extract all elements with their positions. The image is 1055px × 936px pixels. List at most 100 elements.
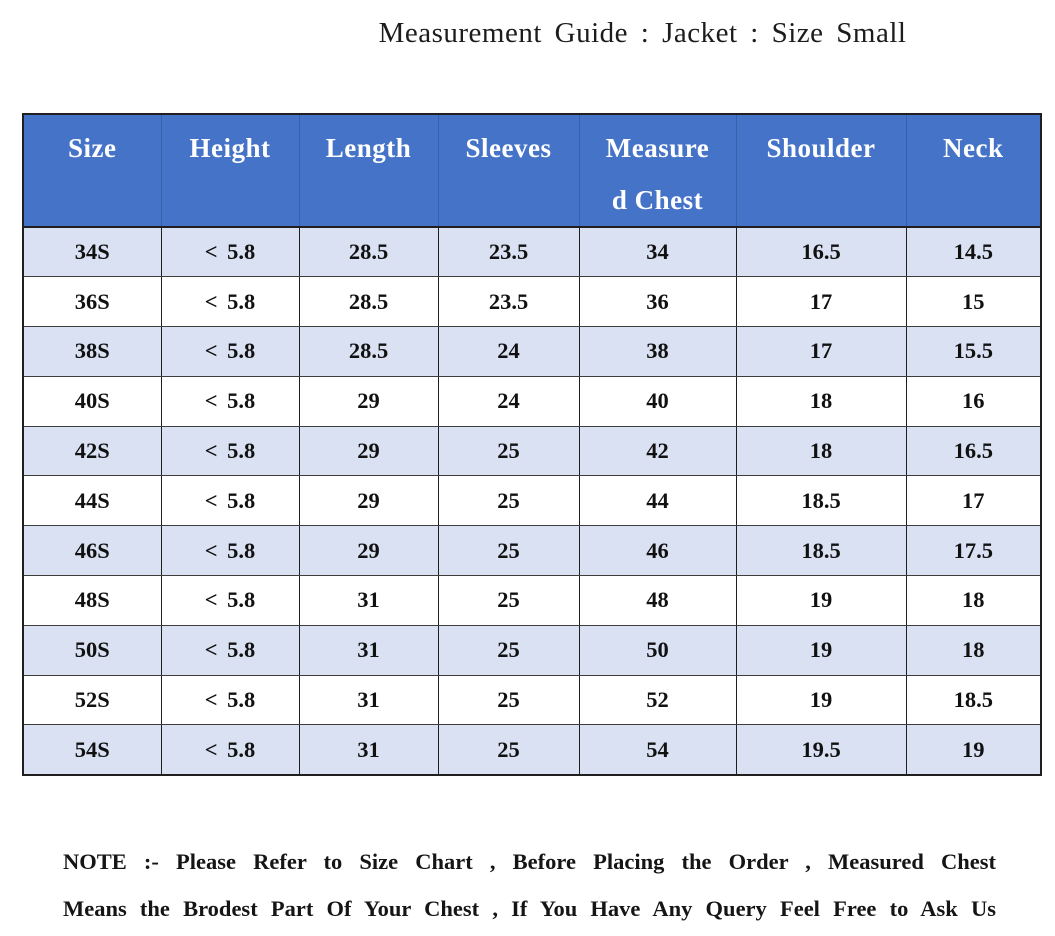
value-cell: 31 [298, 724, 439, 776]
value-cell: < 5.8 [160, 276, 300, 328]
value-cell: 16 [905, 375, 1042, 427]
value-cell: 34 [578, 226, 737, 278]
column-header-line: Sleeves [465, 133, 552, 163]
value-cell: 15 [905, 276, 1042, 328]
value-cell: < 5.8 [160, 425, 300, 477]
column-header-line: Height [189, 133, 271, 163]
size-cell: 34S [22, 226, 162, 278]
column-header-height: Height [160, 114, 300, 228]
value-cell: 29 [298, 425, 439, 477]
size-cell: 36S [22, 276, 162, 328]
value-cell: < 5.8 [160, 575, 300, 626]
value-cell: 18 [735, 375, 907, 427]
value-cell: 17 [735, 276, 907, 328]
value-cell: 48 [578, 575, 737, 626]
value-cell: < 5.8 [160, 226, 300, 278]
value-cell: 15.5 [905, 326, 1042, 377]
column-header-shoulder: Shoulder [735, 114, 907, 228]
value-cell: 25 [437, 724, 580, 776]
table-row: 36S < 5.8 28.5 23.5 36 17 15 [22, 276, 1042, 328]
value-cell: < 5.8 [160, 724, 300, 776]
value-cell: 19 [735, 674, 907, 726]
value-cell: 31 [298, 575, 439, 626]
value-cell: 23.5 [437, 276, 580, 328]
size-cell: 52S [22, 674, 162, 726]
table-body: 34S < 5.8 28.5 23.5 34 16.5 14.5 36S < 5.8 28.5 23… [22, 226, 1042, 776]
size-cell: 54S [22, 724, 162, 776]
column-header-line: Measure [605, 133, 710, 163]
value-cell: 25 [437, 525, 580, 577]
value-cell: 14.5 [905, 226, 1042, 278]
size-cell: 38S [22, 326, 162, 377]
note-block: NOTE :- Please Refer to Size Chart , Bef… [63, 838, 996, 932]
value-cell: < 5.8 [160, 326, 300, 377]
table-row: 42S < 5.8 29 25 42 18 16.5 [22, 425, 1042, 477]
value-cell: 31 [298, 674, 439, 726]
value-cell: < 5.8 [160, 624, 300, 676]
column-header-length: Length [298, 114, 439, 228]
table-row: 50S < 5.8 31 25 50 19 18 [22, 624, 1042, 676]
value-cell: 25 [437, 624, 580, 676]
size-cell: 44S [22, 475, 162, 527]
value-cell: < 5.8 [160, 674, 300, 726]
value-cell: 25 [437, 475, 580, 527]
column-header-measured-chest: Measure d Chest [578, 114, 737, 228]
table-head: Size Height Length Sleeves Measure d Chest Sho… [22, 114, 1042, 228]
table-row: 38S < 5.8 28.5 24 38 17 15.5 [22, 326, 1042, 377]
value-cell: 23.5 [437, 226, 580, 278]
size-cell: 42S [22, 425, 162, 477]
value-cell: 28.5 [298, 326, 439, 377]
value-cell: 16.5 [905, 425, 1042, 477]
value-cell: 16.5 [735, 226, 907, 278]
table-row: 40S < 5.8 29 24 40 18 16 [22, 375, 1042, 427]
value-cell: 17 [735, 326, 907, 377]
table-header-row: Size Height Length Sleeves Measure d Chest Sho… [22, 114, 1042, 228]
value-cell: 38 [578, 326, 737, 377]
value-cell: 25 [437, 425, 580, 477]
column-header-size: Size [22, 114, 162, 228]
value-cell: 18 [905, 624, 1042, 676]
value-cell: 25 [437, 674, 580, 726]
table-row: 46S < 5.8 29 25 46 18.5 17.5 [22, 525, 1042, 577]
value-cell: < 5.8 [160, 525, 300, 577]
value-cell: 25 [437, 575, 580, 626]
value-cell: 18.5 [735, 475, 907, 527]
value-cell: 52 [578, 674, 737, 726]
value-cell: 17 [905, 475, 1042, 527]
size-cell: 46S [22, 525, 162, 577]
value-cell: 50 [578, 624, 737, 676]
size-cell: 40S [22, 375, 162, 427]
value-cell: 29 [298, 475, 439, 527]
note-line-2: Means the Brodest Part Of Your Chest , I… [63, 896, 996, 921]
value-cell: 24 [437, 375, 580, 427]
value-cell: 19 [735, 624, 907, 676]
value-cell: 31 [298, 624, 439, 676]
value-cell: 24 [437, 326, 580, 377]
size-chart-table: Size Height Length Sleeves Measure d Chest Sho… [22, 113, 1042, 776]
note-line-1: NOTE :- Please Refer to Size Chart , Bef… [63, 849, 996, 874]
value-cell: 17.5 [905, 525, 1042, 577]
column-header-sleeves: Sleeves [437, 114, 580, 228]
value-cell: 18.5 [905, 674, 1042, 726]
value-cell: < 5.8 [160, 375, 300, 427]
table-row: 52S < 5.8 31 25 52 19 18.5 [22, 674, 1042, 726]
column-header-line: Length [325, 133, 412, 163]
value-cell: 28.5 [298, 226, 439, 278]
value-cell: 36 [578, 276, 737, 328]
value-cell: 18 [905, 575, 1042, 626]
value-cell: 46 [578, 525, 737, 577]
table-row: 44S < 5.8 29 25 44 18.5 17 [22, 475, 1042, 527]
value-cell: 44 [578, 475, 737, 527]
page-title: Measurement Guide : Jacket : Size Small [378, 17, 907, 49]
table-row: 48S < 5.8 31 25 48 19 18 [22, 575, 1042, 626]
value-cell: 42 [578, 425, 737, 477]
size-cell: 50S [22, 624, 162, 676]
value-cell: 54 [578, 724, 737, 776]
column-header-line: Size [68, 133, 117, 163]
size-cell: 48S [22, 575, 162, 626]
column-header-line: Shoulder [766, 133, 876, 163]
column-header-line: d Chest [611, 185, 704, 215]
column-header-line: Neck [943, 133, 1004, 163]
value-cell: 28.5 [298, 276, 439, 328]
value-cell: 29 [298, 525, 439, 577]
